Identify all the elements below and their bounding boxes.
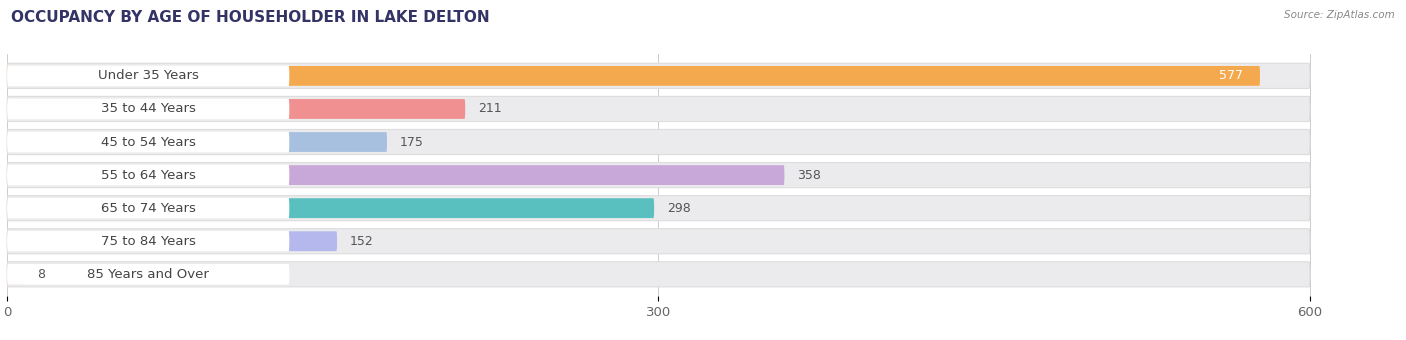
Text: 211: 211 — [478, 102, 502, 116]
Text: 152: 152 — [350, 235, 374, 248]
Text: 75 to 84 Years: 75 to 84 Years — [101, 235, 195, 248]
FancyBboxPatch shape — [7, 198, 654, 218]
FancyBboxPatch shape — [7, 264, 290, 285]
FancyBboxPatch shape — [7, 231, 290, 252]
Text: 35 to 44 Years: 35 to 44 Years — [101, 102, 195, 116]
FancyBboxPatch shape — [7, 163, 1310, 188]
Text: Under 35 Years: Under 35 Years — [98, 69, 198, 82]
Text: 55 to 64 Years: 55 to 64 Years — [101, 169, 195, 182]
FancyBboxPatch shape — [7, 165, 290, 185]
Text: 8: 8 — [38, 268, 45, 281]
FancyBboxPatch shape — [7, 198, 290, 219]
Text: 358: 358 — [797, 169, 821, 182]
FancyBboxPatch shape — [7, 99, 290, 119]
FancyBboxPatch shape — [7, 132, 387, 152]
FancyBboxPatch shape — [7, 132, 290, 152]
Text: 85 Years and Over: 85 Years and Over — [87, 268, 209, 281]
Text: 45 to 54 Years: 45 to 54 Years — [101, 136, 195, 149]
FancyBboxPatch shape — [7, 130, 1310, 155]
Text: 577: 577 — [1219, 69, 1243, 82]
FancyBboxPatch shape — [7, 165, 785, 185]
Text: Source: ZipAtlas.com: Source: ZipAtlas.com — [1284, 10, 1395, 20]
FancyBboxPatch shape — [7, 63, 1310, 88]
Text: 65 to 74 Years: 65 to 74 Years — [101, 202, 195, 215]
FancyBboxPatch shape — [7, 262, 1310, 287]
Text: 175: 175 — [401, 136, 425, 149]
FancyBboxPatch shape — [7, 231, 337, 251]
FancyBboxPatch shape — [7, 97, 1310, 121]
Text: OCCUPANCY BY AGE OF HOUSEHOLDER IN LAKE DELTON: OCCUPANCY BY AGE OF HOUSEHOLDER IN LAKE … — [11, 10, 489, 25]
FancyBboxPatch shape — [7, 66, 1260, 86]
Text: 298: 298 — [668, 202, 690, 215]
FancyBboxPatch shape — [7, 195, 1310, 221]
FancyBboxPatch shape — [7, 265, 24, 284]
FancyBboxPatch shape — [7, 229, 1310, 254]
FancyBboxPatch shape — [7, 66, 290, 86]
FancyBboxPatch shape — [7, 99, 465, 119]
